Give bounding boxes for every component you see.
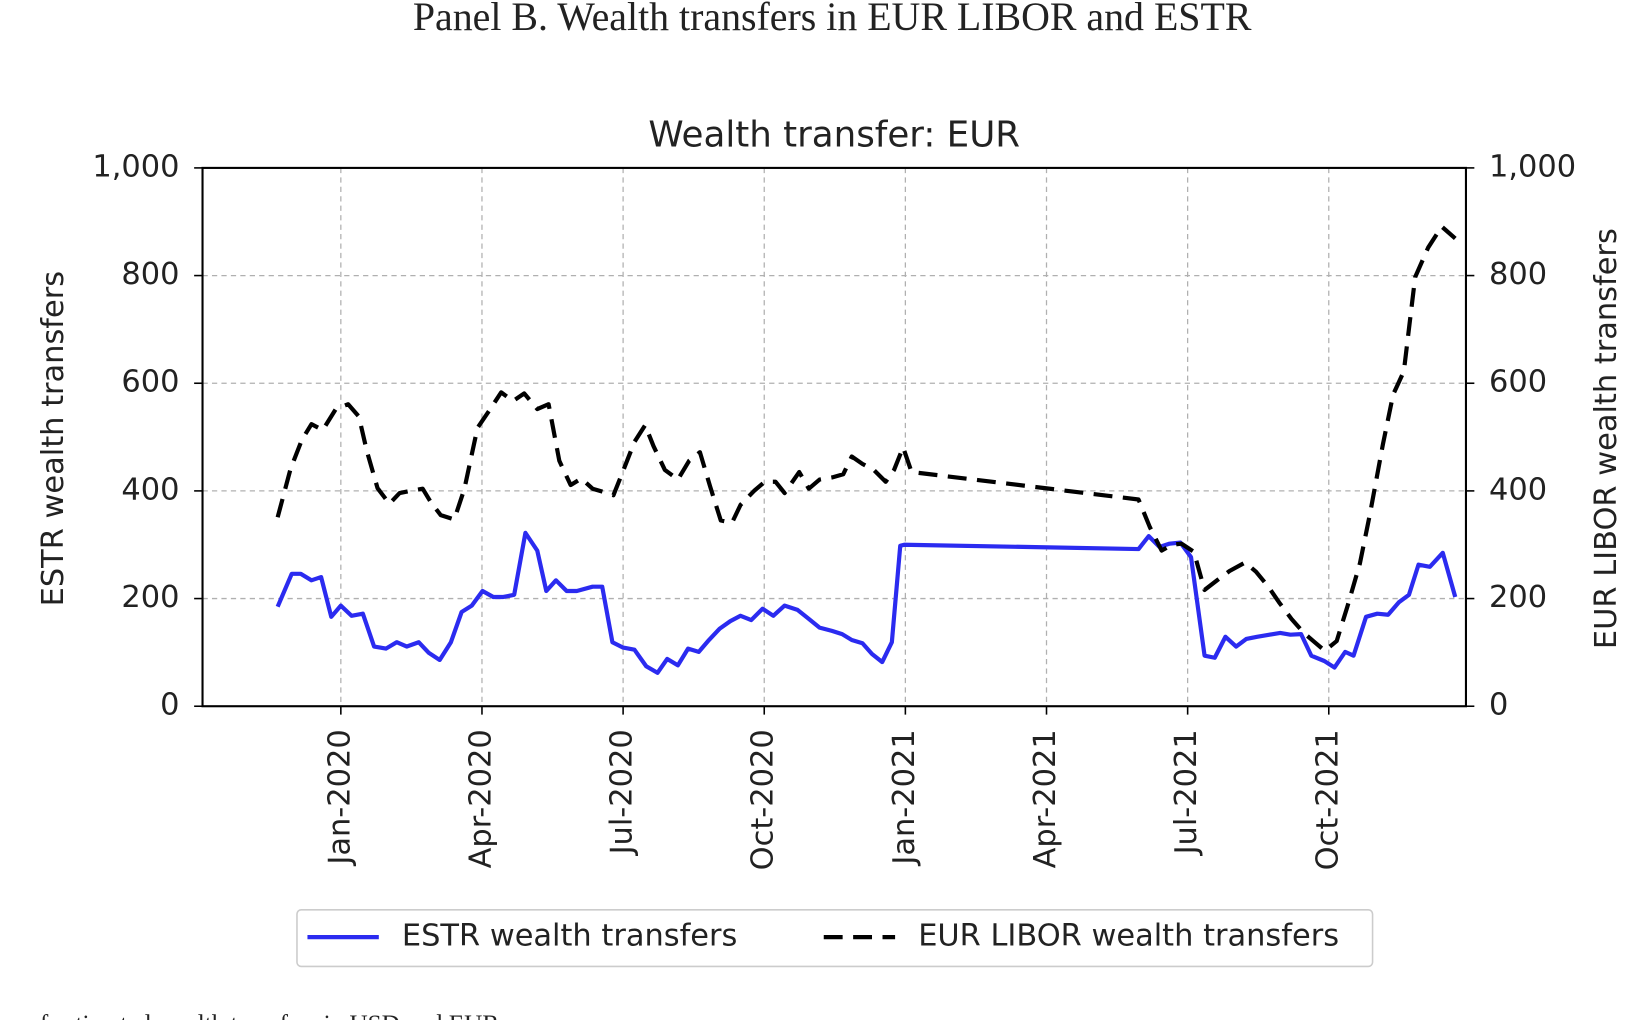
y2-tick-label: 600 bbox=[1489, 365, 1547, 400]
data-line bbox=[275, 224, 1457, 653]
x-tick-label: Jul-2021 bbox=[1169, 729, 1204, 856]
y-tick-label: 200 bbox=[121, 580, 179, 615]
x-tick-label: Jan-2020 bbox=[322, 729, 357, 866]
x-tick-label: Apr-2021 bbox=[1028, 729, 1063, 868]
chart-title: Wealth transfer: EUR bbox=[648, 114, 1020, 155]
y-tick-label: 400 bbox=[121, 472, 179, 507]
y-tick-label: 1,000 bbox=[92, 149, 179, 184]
y2-tick-label: 800 bbox=[1489, 257, 1547, 292]
grid bbox=[202, 167, 1466, 707]
y2-axis-label: EUR LIBOR wealth transfers bbox=[1589, 228, 1624, 649]
legend-label: EUR LIBOR wealth transfers bbox=[918, 919, 1339, 954]
plot-frame bbox=[201, 166, 1468, 708]
lines bbox=[275, 224, 1458, 675]
panel-title: Panel B. Wealth transfers in EUR LIBOR a… bbox=[413, 0, 1252, 39]
data-line bbox=[275, 530, 1458, 675]
x-tick-label: Jan-2021 bbox=[887, 729, 922, 866]
x-tick-label: Apr-2020 bbox=[463, 729, 498, 868]
x-tick-label: Oct-2021 bbox=[1310, 729, 1345, 870]
y2-tick-label: 200 bbox=[1489, 580, 1547, 615]
y2-tick-label: 1,000 bbox=[1489, 149, 1576, 184]
caption: es of estimated wealth transfers in USD … bbox=[0, 1011, 499, 1020]
legend: ESTR wealth transfers EUR LIBOR wealth tr… bbox=[296, 909, 1374, 968]
x-tick-label: Jul-2020 bbox=[605, 729, 640, 856]
legend-label: ESTR wealth transfers bbox=[402, 919, 738, 954]
y-tick-label: 0 bbox=[160, 688, 179, 723]
ticks: 0 200 400 600 800 1,000 0 200 400 600 800 1,000 Jan-… bbox=[92, 149, 1576, 870]
y-axis-label: ESTR wealth transfers bbox=[36, 271, 71, 607]
y2-tick-label: 400 bbox=[1489, 472, 1547, 507]
x-tick-label: Oct-2020 bbox=[746, 729, 781, 870]
y-tick-label: 800 bbox=[121, 257, 179, 292]
y-tick-label: 600 bbox=[121, 365, 179, 400]
y2-tick-label: 0 bbox=[1489, 688, 1508, 723]
